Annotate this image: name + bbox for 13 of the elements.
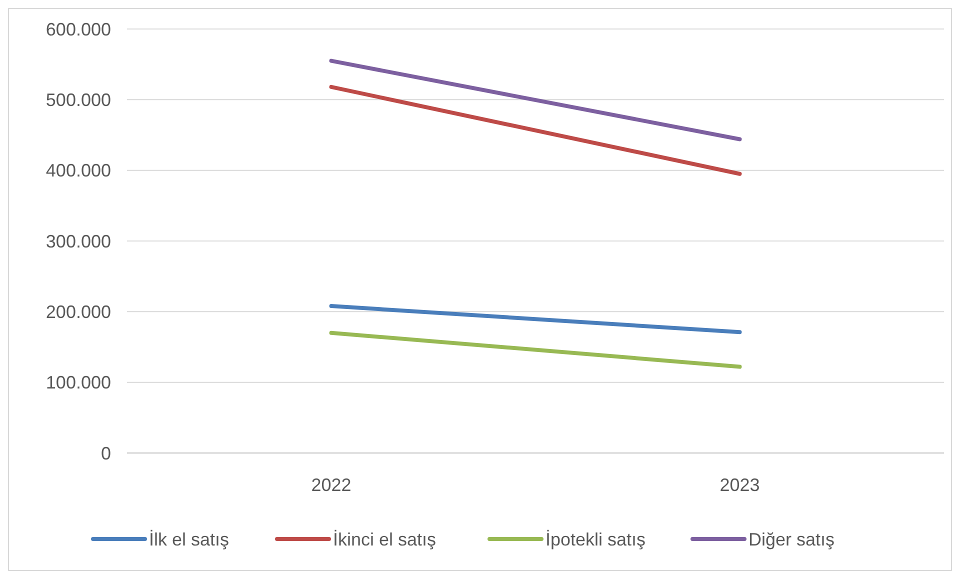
y-tick-label: 200.000	[46, 302, 111, 322]
y-tick-label: 400.000	[46, 160, 111, 181]
y-tick-label: 600.000	[46, 19, 111, 40]
y-tick-label: 300.000	[46, 231, 111, 252]
y-tick-label: 0	[100, 443, 111, 464]
legend-label: Diğer satış	[748, 529, 835, 550]
x-tick-label: 2023	[720, 475, 760, 495]
legend-label: İpotekli satış	[546, 529, 646, 550]
x-tick-label: 2022	[311, 475, 352, 495]
y-tick-label: 500.000	[46, 90, 111, 110]
y-tick-label: 100.000	[46, 372, 111, 393]
legend-label: İlk el satış	[149, 529, 230, 550]
legend-label: İkinci el satış	[333, 529, 436, 550]
